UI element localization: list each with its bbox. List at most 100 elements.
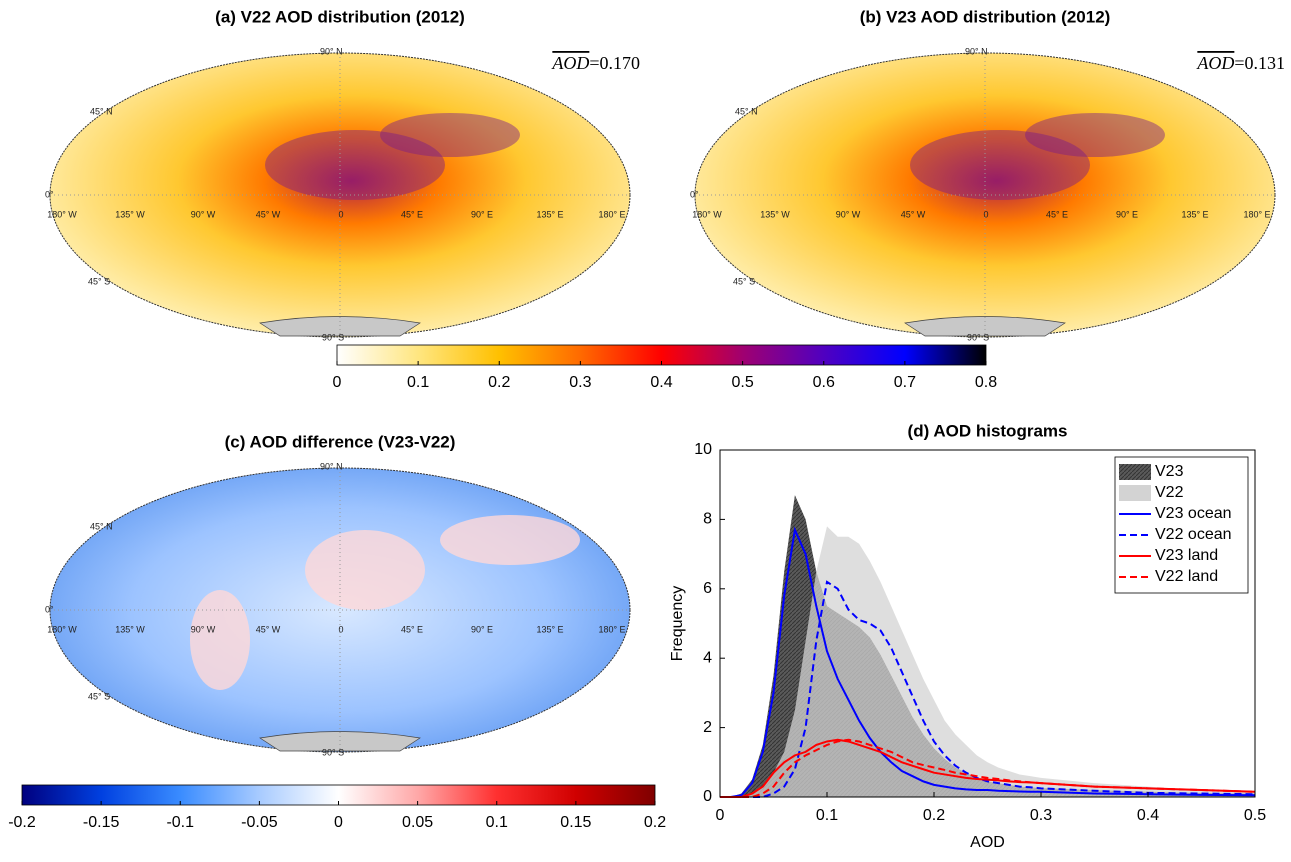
line xyxy=(720,580,1256,798)
lat-label: 90° N xyxy=(320,461,343,471)
legend-label: V23 land xyxy=(1155,547,1218,564)
lon-label: 45° W xyxy=(901,209,926,219)
lon-label: 135° E xyxy=(536,624,563,634)
panel-title: (c) AOD difference (V23-V22) xyxy=(225,432,456,451)
lon-label: 135° W xyxy=(760,209,790,219)
map-hotspot xyxy=(910,130,1090,200)
lat-label: 90° S xyxy=(322,332,344,342)
y-tick-label: 6 xyxy=(703,580,712,597)
map-land xyxy=(190,590,250,690)
lon-label: 180° W xyxy=(692,209,722,219)
colorbar-tick-label: 0.2 xyxy=(488,374,510,391)
line xyxy=(720,526,1256,798)
colorbar-tick-label: -0.1 xyxy=(166,814,194,831)
lon-label: 45° E xyxy=(401,209,423,219)
lon-label: 180° E xyxy=(1243,209,1270,219)
lon-label: 0 xyxy=(983,209,988,219)
legend-swatch xyxy=(1119,464,1151,480)
mean-symbol: AOD xyxy=(551,53,589,73)
lon-label: 90° E xyxy=(471,209,493,219)
lat-label: 45° N xyxy=(735,106,758,116)
lon-label: 135° E xyxy=(536,209,563,219)
mean-value: =0.131 xyxy=(1234,53,1285,73)
line xyxy=(720,738,1256,798)
colorbar-tick-label: 0.05 xyxy=(402,814,433,831)
map xyxy=(49,52,631,338)
lat-label: 0° xyxy=(45,189,54,199)
x-tick-label: 0.3 xyxy=(1030,807,1052,824)
lon-label: 180° W xyxy=(47,209,77,219)
mean-symbol: AOD xyxy=(1196,53,1234,73)
x-tick-label: 0 xyxy=(716,807,725,824)
lon-label: 45° E xyxy=(401,624,423,634)
colorbar-tick-label: -0.05 xyxy=(241,814,278,831)
legend-label: V23 xyxy=(1155,463,1184,480)
lat-label: 90° S xyxy=(322,747,344,757)
panel-title: (b) V23 AOD distribution (2012) xyxy=(860,7,1111,26)
colorbar-tick-label: 0 xyxy=(334,814,343,831)
colorbar-tick-label: 0.4 xyxy=(650,374,672,391)
colorbar-tick-label: 0 xyxy=(333,374,342,391)
colorbar-tick-label: 0.6 xyxy=(813,374,835,391)
x-tick-label: 0.1 xyxy=(816,807,838,824)
lat-label: 0° xyxy=(690,189,699,199)
mean-annotation: AOD=0.170 xyxy=(551,53,640,73)
lat-label: 0° xyxy=(45,604,54,614)
lon-label: 90° E xyxy=(1116,209,1138,219)
lat-label: 45° S xyxy=(733,276,755,286)
lon-label: 0 xyxy=(338,209,343,219)
lon-label: 90° W xyxy=(191,624,216,634)
line xyxy=(720,738,1256,798)
colorbar-tick-label: 0.2 xyxy=(644,814,666,831)
lon-label: 90° W xyxy=(836,209,861,219)
map-hotspot xyxy=(380,113,520,157)
legend-label: V22 ocean xyxy=(1155,526,1232,543)
y-tick-label: 4 xyxy=(703,649,712,666)
y-tick-label: 2 xyxy=(703,719,712,736)
area xyxy=(720,526,1255,797)
colorbar-tick-label: 0.7 xyxy=(894,374,916,391)
plot-frame xyxy=(719,449,1256,798)
legend-label: V22 land xyxy=(1155,568,1218,585)
map-land xyxy=(305,530,425,610)
lat-label: 90° S xyxy=(967,332,989,342)
lon-label: 135° W xyxy=(115,624,145,634)
colorbar-tick-label: -0.15 xyxy=(83,814,120,831)
lat-label: 45° S xyxy=(88,276,110,286)
lon-label: 90° W xyxy=(191,209,216,219)
antarctica xyxy=(259,316,421,337)
legend-label: V22 xyxy=(1155,484,1184,501)
lon-label: 45° W xyxy=(256,624,281,634)
x-tick-label: 0.4 xyxy=(1137,807,1159,824)
lon-label: 45° W xyxy=(256,209,281,219)
y-tick-label: 8 xyxy=(703,511,712,528)
lon-label: 180° E xyxy=(598,209,625,219)
colorbar-tick-label: 0.8 xyxy=(975,374,997,391)
map xyxy=(49,467,631,753)
map-hotspot xyxy=(1025,113,1165,157)
colorbar-tick-label: 0.1 xyxy=(486,814,508,831)
x-tick-label: 0.5 xyxy=(1244,807,1266,824)
mean-value: =0.170 xyxy=(589,53,640,73)
colorbar-tick-label: 0.15 xyxy=(560,814,591,831)
lon-label: 180° W xyxy=(47,624,77,634)
colorbar-tick-label: 0.5 xyxy=(732,374,754,391)
chart-title: (d) AOD histograms xyxy=(908,421,1068,440)
x-axis-label: AOD xyxy=(970,834,1005,851)
map-hotspot xyxy=(265,130,445,200)
antarctica xyxy=(259,731,421,752)
lon-label: 0 xyxy=(338,624,343,634)
mean-annotation: AOD=0.131 xyxy=(1196,53,1285,73)
lat-label: 45° S xyxy=(88,691,110,701)
lat-label: 45° N xyxy=(90,106,113,116)
colorbar-tick-label: 0.3 xyxy=(569,374,591,391)
colorbar-tick-label: 0.1 xyxy=(407,374,429,391)
lon-label: 90° E xyxy=(471,624,493,634)
lat-label: 90° N xyxy=(320,46,343,56)
legend-label: V23 ocean xyxy=(1155,505,1232,522)
antarctica xyxy=(904,316,1066,337)
lon-label: 180° E xyxy=(598,624,625,634)
colorbar-tick-label: -0.2 xyxy=(8,814,36,831)
y-axis-label: Frequency xyxy=(669,586,686,662)
